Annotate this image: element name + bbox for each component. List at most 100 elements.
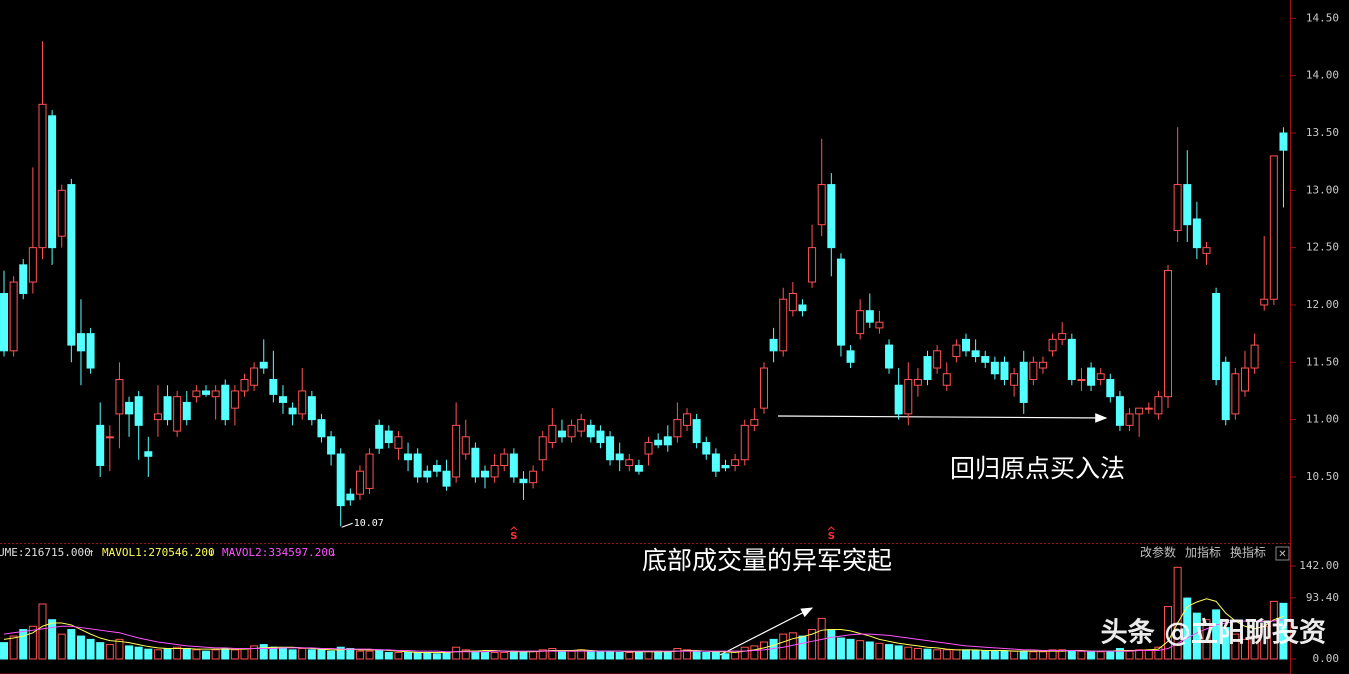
candle-body	[384, 430, 393, 444]
y-tick-label: 0.00	[1313, 652, 1340, 665]
toolbar-button[interactable]: 加指标	[1185, 545, 1221, 560]
candle-body	[375, 424, 384, 449]
candle-body	[19, 264, 28, 295]
candle-body	[1212, 293, 1221, 380]
volume-bar	[317, 649, 326, 660]
volume-bar	[278, 648, 287, 660]
volume-bar	[86, 638, 95, 660]
volume-bar	[250, 645, 259, 660]
candle-body	[885, 344, 894, 369]
volume-bar	[230, 649, 239, 660]
volume-bar	[163, 648, 172, 660]
volume-bar	[298, 648, 307, 660]
y-tick-label: 12.00	[1306, 298, 1339, 311]
volume-bar	[144, 648, 153, 660]
signal-caret	[827, 526, 835, 531]
volume-bar	[346, 648, 355, 660]
candle-body	[317, 419, 326, 438]
candle-body	[634, 464, 643, 472]
volume-bar	[519, 651, 528, 660]
candle-body	[1231, 373, 1240, 415]
volume-bar	[971, 649, 980, 660]
volume-bar	[1038, 651, 1047, 660]
candle-body	[1202, 247, 1211, 254]
candle-body	[327, 436, 336, 455]
volume-bar	[1192, 612, 1201, 660]
volume-bar	[105, 644, 114, 660]
volume-bar	[1173, 566, 1182, 660]
candle-body	[471, 447, 480, 478]
y-tick-label: 142.00	[1299, 559, 1339, 572]
mavol-label: MAVOL2:334597.200	[222, 546, 335, 559]
volume-label: UME:216715.000	[0, 546, 91, 559]
candle-body	[548, 424, 557, 444]
annotation-arrow	[777, 413, 1108, 423]
volume-bar	[952, 649, 961, 660]
candle-body	[1038, 361, 1047, 369]
candle-body	[788, 293, 797, 312]
candle-body	[394, 436, 403, 449]
y-tick-label: 14.50	[1306, 11, 1339, 24]
volume-bar	[1154, 646, 1163, 660]
volume-bar	[9, 635, 18, 660]
y-tick-label: 10.50	[1306, 470, 1339, 483]
volume-bar	[413, 651, 422, 660]
candle-body	[1096, 373, 1105, 380]
volume-bar	[1135, 649, 1144, 660]
signal-caret	[510, 526, 518, 531]
volume-bar	[384, 651, 393, 660]
candle-body	[1164, 270, 1173, 398]
volume-bar	[259, 644, 268, 660]
toolbar-button[interactable]: 换指标	[1230, 545, 1266, 560]
candle-body	[230, 390, 239, 409]
y-tick-label: 13.00	[1306, 183, 1339, 196]
candle-body	[971, 350, 980, 358]
candle-body	[827, 184, 836, 249]
toolbar-button[interactable]: 改参数	[1140, 545, 1176, 560]
candle-body	[1269, 155, 1278, 300]
candle-body	[461, 436, 470, 455]
candle-body	[211, 390, 220, 398]
volume-bar	[692, 650, 701, 660]
candle-body	[692, 419, 701, 444]
volume-bar	[336, 646, 345, 660]
close-button[interactable]: ✕	[1278, 549, 1286, 560]
volume-bar	[981, 649, 990, 660]
candle-body	[1260, 298, 1269, 306]
volume-bar	[461, 649, 470, 660]
candle-body	[182, 401, 191, 421]
volume-bar	[432, 653, 441, 660]
candle-body	[105, 436, 114, 439]
candle-body	[962, 338, 970, 352]
close-box[interactable]	[1275, 546, 1290, 561]
volume-bar	[57, 633, 66, 660]
volume-bar	[96, 642, 105, 660]
candle-body	[307, 396, 316, 421]
candle-body	[952, 344, 961, 358]
volume-bar	[827, 629, 836, 660]
volume-bar	[529, 650, 538, 660]
candle-body	[1173, 184, 1182, 231]
candle-body	[288, 407, 297, 415]
candle-body	[740, 424, 749, 461]
candle-body	[28, 247, 37, 283]
mavol-arrow: ↓	[208, 546, 215, 559]
candle-body	[1106, 378, 1115, 398]
candle-body	[1067, 338, 1076, 380]
volume-bar	[192, 649, 201, 660]
candle-body	[481, 470, 489, 478]
candle-body	[355, 470, 364, 495]
candle-body	[404, 453, 413, 461]
candle-body	[759, 367, 768, 409]
candle-body	[529, 470, 538, 484]
volume-bar	[1183, 597, 1192, 660]
candle-body	[750, 419, 759, 426]
candle-body	[625, 459, 634, 466]
volume-bar	[1067, 649, 1076, 660]
candle-body	[836, 258, 845, 346]
volume-bar	[365, 650, 374, 660]
volume-bar	[0, 642, 8, 660]
candle-body	[923, 356, 932, 380]
candle-body	[586, 424, 595, 438]
